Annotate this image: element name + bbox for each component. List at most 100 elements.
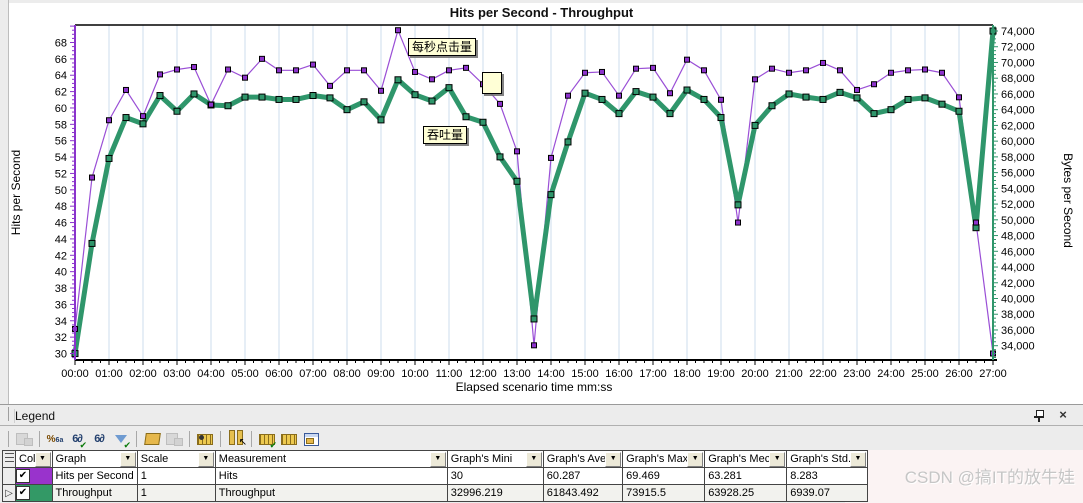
hits-marker <box>871 81 877 88</box>
y-left-tick-label: 52 <box>55 168 67 180</box>
x-tick-label: 12:00 <box>469 368 497 380</box>
hits-marker <box>293 67 299 74</box>
x-tick-label: 10:00 <box>401 368 429 380</box>
legend-grip <box>8 407 9 421</box>
measurement-row-throughput[interactable]: ▷ ✔ Throughput 1 Throughput 32996.219 61843.49… <box>2 484 868 502</box>
hits-marker <box>684 56 690 63</box>
animate-selected-icon[interactable] <box>195 430 215 448</box>
annotation-label[interactable]: 每秒点击量 <box>408 38 477 56</box>
show-measurement-checkbox[interactable]: ✔ <box>16 486 30 500</box>
x-tick-label: 15:00 <box>571 368 599 380</box>
column-filter-dropdown[interactable]: ▼ <box>850 452 866 467</box>
throughput-marker <box>836 88 844 96</box>
max-cell: 69.469 <box>622 467 706 485</box>
percentage-scale-icon[interactable]: %6a <box>46 433 64 445</box>
throughput-marker <box>462 113 470 121</box>
annotation-label[interactable]: 吞吐量 <box>423 126 468 144</box>
y-right-tick-label: 56,000 <box>1001 168 1035 180</box>
throughput-marker <box>615 110 623 118</box>
auto-correlate-icon[interactable]: ↖ <box>226 430 247 448</box>
column-header-graph[interactable]: Graph ▼ <box>51 450 138 468</box>
throughput-marker <box>428 97 436 105</box>
column-header-col[interactable]: Col ▼ <box>15 450 53 468</box>
color-swatch-cell: ✔ <box>15 484 53 502</box>
hits-marker <box>735 219 741 226</box>
throughput-line[interactable] <box>72 30 996 354</box>
column-filter-dropdown[interactable]: ▼ <box>197 452 214 467</box>
window-left-edge <box>0 0 9 404</box>
hits-marker <box>395 27 401 34</box>
table-properties-icon[interactable] <box>4 453 14 462</box>
export-icon[interactable] <box>142 430 162 448</box>
column-filter-dropdown[interactable]: ▼ <box>429 452 446 467</box>
hits-marker <box>786 69 792 76</box>
hits-marker <box>599 68 605 75</box>
duplicate-graph-icon[interactable] <box>14 430 34 448</box>
hits-marker <box>463 64 469 71</box>
hits-marker <box>310 61 316 68</box>
view-description-icon[interactable]: 6∂ <box>94 433 105 445</box>
hits-marker <box>922 66 928 73</box>
column-filter-dropdown[interactable]: ▼ <box>769 452 786 467</box>
legend-options-icon[interactable] <box>301 430 321 448</box>
x-tick-label: 22:00 <box>809 368 837 380</box>
hits-marker <box>344 67 350 74</box>
copy-icon[interactable] <box>164 430 184 448</box>
y-left-tick-label: 34 <box>55 316 67 328</box>
hits-marker <box>718 96 724 103</box>
hits-marker <box>582 69 588 76</box>
measurement-row-hits-per-second[interactable]: ✔ Hits per Second 1 Hits 30 60.287 69.469 63.28… <box>2 467 868 485</box>
header-gutter <box>2 450 16 468</box>
column-header-scale[interactable]: Scale ▼ <box>136 450 216 468</box>
column-header-label: Graph's Std. <box>790 453 851 465</box>
filter-selected-icon[interactable]: ✔ <box>111 430 131 450</box>
column-header-graph-s-mec[interactable]: Graph's Mec ▼ <box>704 450 788 468</box>
set-scale-icon[interactable] <box>279 430 299 448</box>
x-tick-label: 06:00 <box>265 368 293 380</box>
column-header-graph-s-mini[interactable]: Graph's Mini ▼ <box>446 450 544 468</box>
throughput-marker <box>717 114 725 122</box>
y-left-tick-label: 54 <box>55 152 67 164</box>
hits-marker <box>650 64 656 71</box>
column-header-measurement[interactable]: Measurement ▼ <box>214 450 448 468</box>
y-left-tick-label: 60 <box>55 103 67 115</box>
y-right-tick-label: 46,000 <box>1001 246 1035 258</box>
hits-marker <box>259 55 265 62</box>
measurement-cell: Hits <box>214 467 448 485</box>
column-filter-dropdown[interactable]: ▼ <box>687 452 704 467</box>
close-icon[interactable]: × <box>1059 407 1067 422</box>
y-right-tick-label: 44,000 <box>1001 262 1035 274</box>
pin-icon[interactable] <box>1031 408 1047 423</box>
throughput-marker <box>309 92 317 100</box>
column-filter-dropdown[interactable]: ▼ <box>605 452 622 467</box>
x-tick-label: 27:00 <box>979 368 1007 380</box>
hits-marker <box>378 87 384 94</box>
view-selected-description-icon[interactable]: 6∂ ✔ <box>72 433 87 450</box>
throughput-marker <box>921 94 929 102</box>
y-right-tick-label: 48,000 <box>1001 231 1035 243</box>
y-left-tick-label: 40 <box>55 267 67 279</box>
column-header-label: Measurement <box>218 453 287 465</box>
throughput-marker <box>938 100 946 108</box>
column-filter-dropdown[interactable]: ▼ <box>119 452 136 467</box>
scale-selected-icon[interactable]: ✔ <box>257 430 277 450</box>
hits-marker <box>752 76 758 83</box>
column-filter-dropdown[interactable]: ▼ <box>525 452 542 467</box>
throughput-marker <box>530 315 538 323</box>
y-left-tick-label: 42 <box>55 250 67 262</box>
show-measurement-checkbox[interactable]: ✔ <box>16 469 30 483</box>
column-header-graph-s-ave[interactable]: Graph's Ave ▼ <box>542 450 624 468</box>
y-right-tick-label: 64,000 <box>1001 105 1035 117</box>
hits-marker <box>888 69 894 76</box>
throughput-chart[interactable]: 30 32 34 36 38 40 42 44 46 48 50 52 54 56 58 60 62 64 66 68… <box>0 0 1083 404</box>
throughput-marker <box>547 191 555 199</box>
throughput-marker <box>496 153 504 161</box>
chart-title: Hits per Second - Throughput <box>449 5 634 20</box>
y-right-tick-label: 74,000 <box>1001 26 1035 38</box>
column-header-graph-s-max[interactable]: Graph's Max ▼ <box>622 450 706 468</box>
min-cell: 30 <box>446 467 544 485</box>
column-filter-dropdown[interactable]: ▼ <box>34 452 51 467</box>
y-left-tick-label: 64 <box>55 70 67 82</box>
column-header-graph-s-std-[interactable]: Graph's Std. ▼ <box>786 450 868 468</box>
annotation-note[interactable] <box>482 72 502 94</box>
